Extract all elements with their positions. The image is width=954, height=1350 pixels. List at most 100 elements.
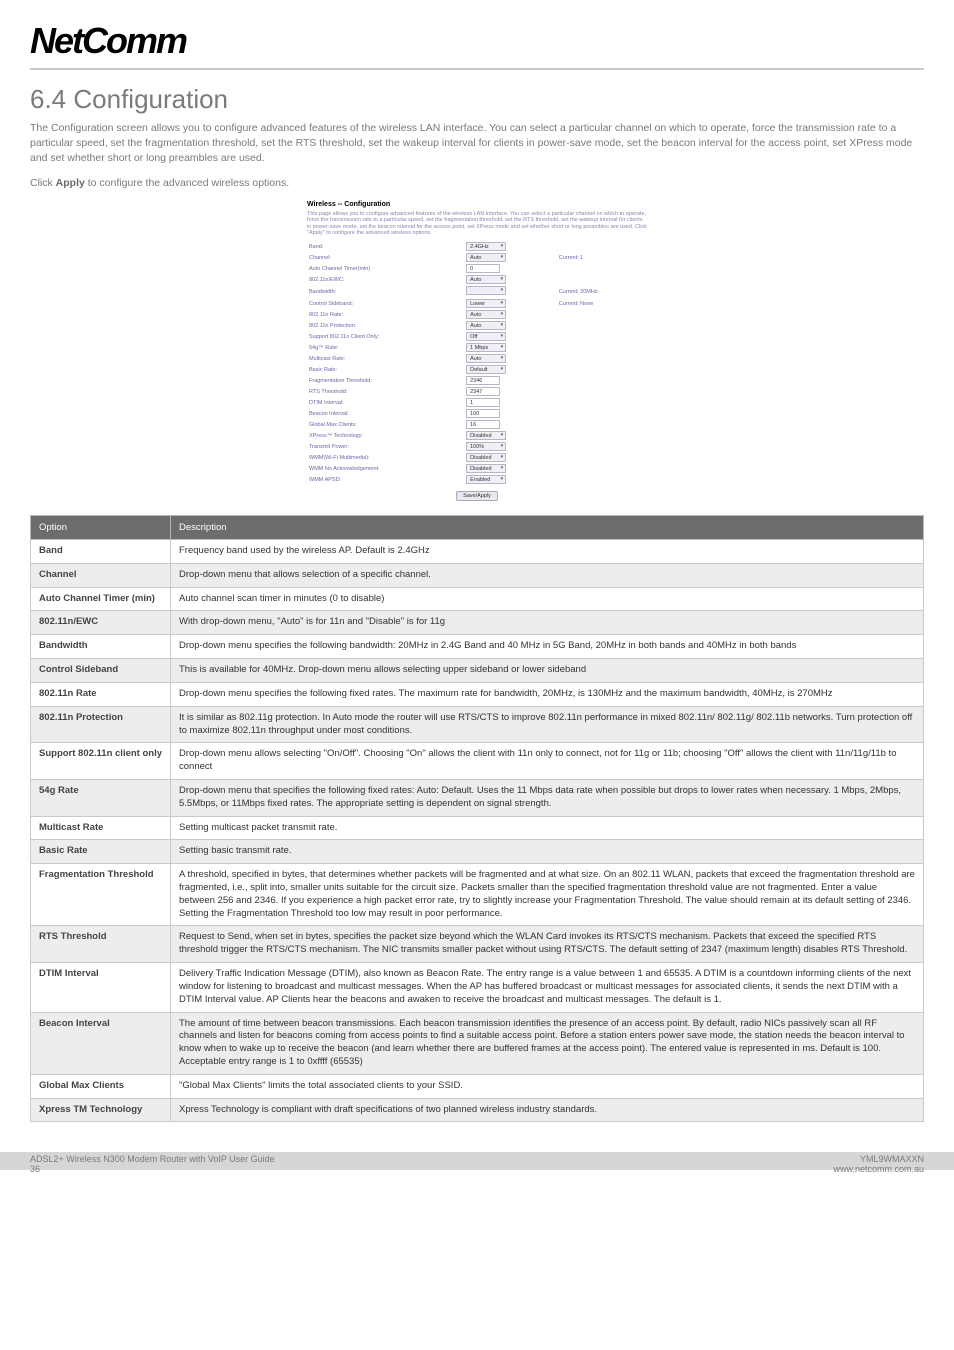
ss-select: 1 Mbps [466, 343, 506, 352]
option-name-cell: Beacon Interval [31, 1012, 171, 1074]
ss-field-extra [557, 263, 647, 274]
option-name-cell: 802.11n Rate [31, 682, 171, 706]
option-name-cell: Global Max Clients [31, 1074, 171, 1098]
option-name-cell: 802.11n/EWC [31, 611, 171, 635]
option-desc-cell: Drop-down menu that specifies the follow… [171, 779, 924, 816]
footer-right-line2: www.netcomm.com.au [833, 1164, 924, 1174]
option-name-cell: Channel [31, 563, 171, 587]
ss-field-label: Multicast Rate: [307, 353, 464, 364]
ss-field-control: 16 [464, 419, 557, 430]
ss-field-label: Global Max Clients: [307, 419, 464, 430]
ss-field-label: Auto Channel Timer(min) [307, 263, 464, 274]
ss-field-control: 2347 [464, 386, 557, 397]
ss-field-label: Beacon Interval: [307, 408, 464, 419]
table-row: Auto Channel Timer (min)Auto channel sca… [31, 587, 924, 611]
config-screenshot: Wireless -- Configuration This page allo… [307, 201, 647, 501]
ss-select: Lower [466, 299, 506, 308]
ss-fields-table: Band:2.4GHzChannel:AutoCurrent: 1Auto Ch… [307, 241, 647, 485]
ss-field-extra [557, 331, 647, 342]
ss-field-extra [557, 241, 647, 252]
ss-input: 16 [466, 420, 500, 429]
table-row: Control SidebandThis is available for 40… [31, 659, 924, 683]
ss-field-label: Fragmentation Threshold: [307, 375, 464, 386]
ss-select: Auto [466, 354, 506, 363]
table-row: ChannelDrop-down menu that allows select… [31, 563, 924, 587]
ss-field-label: Channel: [307, 252, 464, 263]
ss-field-extra [557, 430, 647, 441]
ss-field-label: Bandwidth: [307, 285, 464, 298]
table-row: Xpress TM TechnologyXpress Technology is… [31, 1098, 924, 1122]
page-footer: ADSL2+ Wireless N300 Modem Router with V… [0, 1152, 954, 1170]
ss-field-control: Auto [464, 274, 557, 285]
ss-field-control: 1 [464, 397, 557, 408]
table-row: BandFrequency band used by the wireless … [31, 540, 924, 564]
top-divider [30, 68, 924, 70]
ss-field-extra [557, 419, 647, 430]
click-pre: Click [30, 177, 56, 189]
ss-field-control: Auto [464, 309, 557, 320]
ss-field-control: Default [464, 364, 557, 375]
option-desc-cell: The amount of time between beacon transm… [171, 1012, 924, 1074]
option-desc-cell: "Global Max Clients" limits the total as… [171, 1074, 924, 1098]
ss-select: Disabled [466, 431, 506, 440]
ss-field-extra [557, 397, 647, 408]
ss-field-control: Auto [464, 320, 557, 331]
option-desc-cell: Xpress Technology is compliant with draf… [171, 1098, 924, 1122]
option-name-cell: Basic Rate [31, 840, 171, 864]
ss-title: Wireless -- Configuration [307, 201, 647, 208]
ss-field-extra [557, 364, 647, 375]
ss-field-extra [557, 342, 647, 353]
ss-field-label: WMM APSD: [307, 474, 464, 485]
ss-input: 2346 [466, 376, 500, 385]
ss-field-extra [557, 274, 647, 285]
option-desc-cell: Request to Send, when set in bytes, spec… [171, 926, 924, 963]
option-desc-cell: Setting basic transmit rate. [171, 840, 924, 864]
table-row: Support 802.11n client onlyDrop-down men… [31, 743, 924, 780]
option-desc-cell: It is similar as 802.11g protection. In … [171, 706, 924, 743]
screenshot-container: Wireless -- Configuration This page allo… [30, 201, 924, 501]
option-name-cell: Support 802.11n client only [31, 743, 171, 780]
ss-field-extra [557, 408, 647, 419]
table-row: 54g RateDrop-down menu that specifies th… [31, 779, 924, 816]
footer-left-line2: 36 [30, 1164, 275, 1174]
ss-field-extra: Current: 20MHz [557, 285, 647, 298]
ss-select: Default [466, 365, 506, 374]
ss-field-label: 802.11n/EWC: [307, 274, 464, 285]
ss-field-label: RTS Threshold: [307, 386, 464, 397]
click-bold: Apply [56, 177, 85, 189]
th-description: Description [171, 516, 924, 540]
ss-field-extra [557, 441, 647, 452]
table-row: Fragmentation ThresholdA threshold, spec… [31, 864, 924, 926]
ss-field-label: Support 802.11n Client Only: [307, 331, 464, 342]
option-name-cell: 802.11n Protection [31, 706, 171, 743]
option-name-cell: RTS Threshold [31, 926, 171, 963]
ss-field-extra [557, 309, 647, 320]
ss-field-label: Transmit Power: [307, 441, 464, 452]
option-desc-cell: Setting multicast packet transmit rate. [171, 816, 924, 840]
ss-field-extra [557, 463, 647, 474]
ss-field-control [464, 285, 557, 298]
ss-field-control: Disabled [464, 452, 557, 463]
option-desc-cell: Drop-down menu specifies the following f… [171, 682, 924, 706]
ss-field-control: 2346 [464, 375, 557, 386]
table-row: Beacon IntervalThe amount of time betwee… [31, 1012, 924, 1074]
option-desc-cell: A threshold, specified in bytes, that de… [171, 864, 924, 926]
ss-field-control: 1 Mbps [464, 342, 557, 353]
ss-field-label: DTIM Interval: [307, 397, 464, 408]
ss-field-extra [557, 353, 647, 364]
footer-right-line1: YML9WMAXXN [833, 1154, 924, 1164]
ss-field-label: 802.11n Protection: [307, 320, 464, 331]
option-name-cell: Bandwidth [31, 635, 171, 659]
table-row: Global Max Clients"Global Max Clients" l… [31, 1074, 924, 1098]
ss-desc: This page allows you to configure advanc… [307, 211, 647, 237]
ss-select [466, 286, 506, 295]
ss-field-label: XPress™ Technology: [307, 430, 464, 441]
table-row: BandwidthDrop-down menu specifies the fo… [31, 635, 924, 659]
ss-field-extra [557, 474, 647, 485]
ss-select: Auto [466, 253, 506, 262]
option-name-cell: Auto Channel Timer (min) [31, 587, 171, 611]
intro-paragraph: The Configuration screen allows you to c… [30, 121, 924, 167]
table-row: 802.11n ProtectionIt is similar as 802.1… [31, 706, 924, 743]
ss-field-label: WMM(Wi-Fi Multimedia): [307, 452, 464, 463]
brand-logo: NetComm [30, 20, 924, 62]
